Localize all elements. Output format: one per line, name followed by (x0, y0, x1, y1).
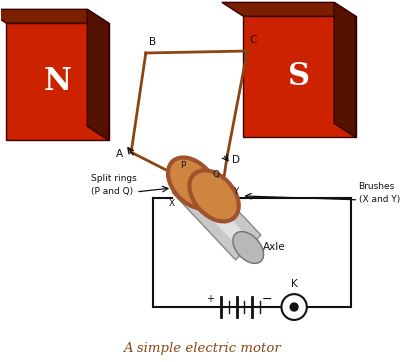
Polygon shape (179, 175, 253, 252)
Text: K: K (290, 279, 297, 289)
Polygon shape (0, 9, 108, 23)
Text: A simple electric motor: A simple electric motor (122, 342, 280, 355)
Text: Brushes
(X and Y): Brushes (X and Y) (357, 182, 399, 204)
Text: S: S (288, 61, 310, 92)
Polygon shape (6, 23, 108, 140)
Ellipse shape (232, 232, 263, 264)
Text: +: + (206, 294, 213, 304)
Text: C: C (249, 35, 256, 45)
Text: Y: Y (232, 188, 238, 197)
Text: Axle: Axle (262, 243, 285, 252)
Circle shape (290, 303, 297, 311)
Ellipse shape (168, 157, 217, 209)
Text: X: X (169, 199, 175, 208)
Polygon shape (221, 3, 355, 16)
Polygon shape (333, 3, 355, 137)
Text: Q: Q (212, 169, 219, 178)
Text: N: N (43, 66, 71, 97)
Polygon shape (172, 168, 260, 260)
Text: A: A (116, 149, 123, 159)
Polygon shape (243, 16, 355, 137)
Text: D: D (231, 155, 239, 165)
Text: P: P (180, 161, 185, 170)
Polygon shape (87, 9, 108, 140)
Circle shape (281, 294, 306, 320)
Text: B: B (148, 37, 155, 47)
Ellipse shape (169, 164, 200, 196)
Ellipse shape (189, 171, 238, 222)
Text: −: − (261, 292, 272, 306)
Text: Split rings
(P and Q): Split rings (P and Q) (91, 174, 137, 196)
